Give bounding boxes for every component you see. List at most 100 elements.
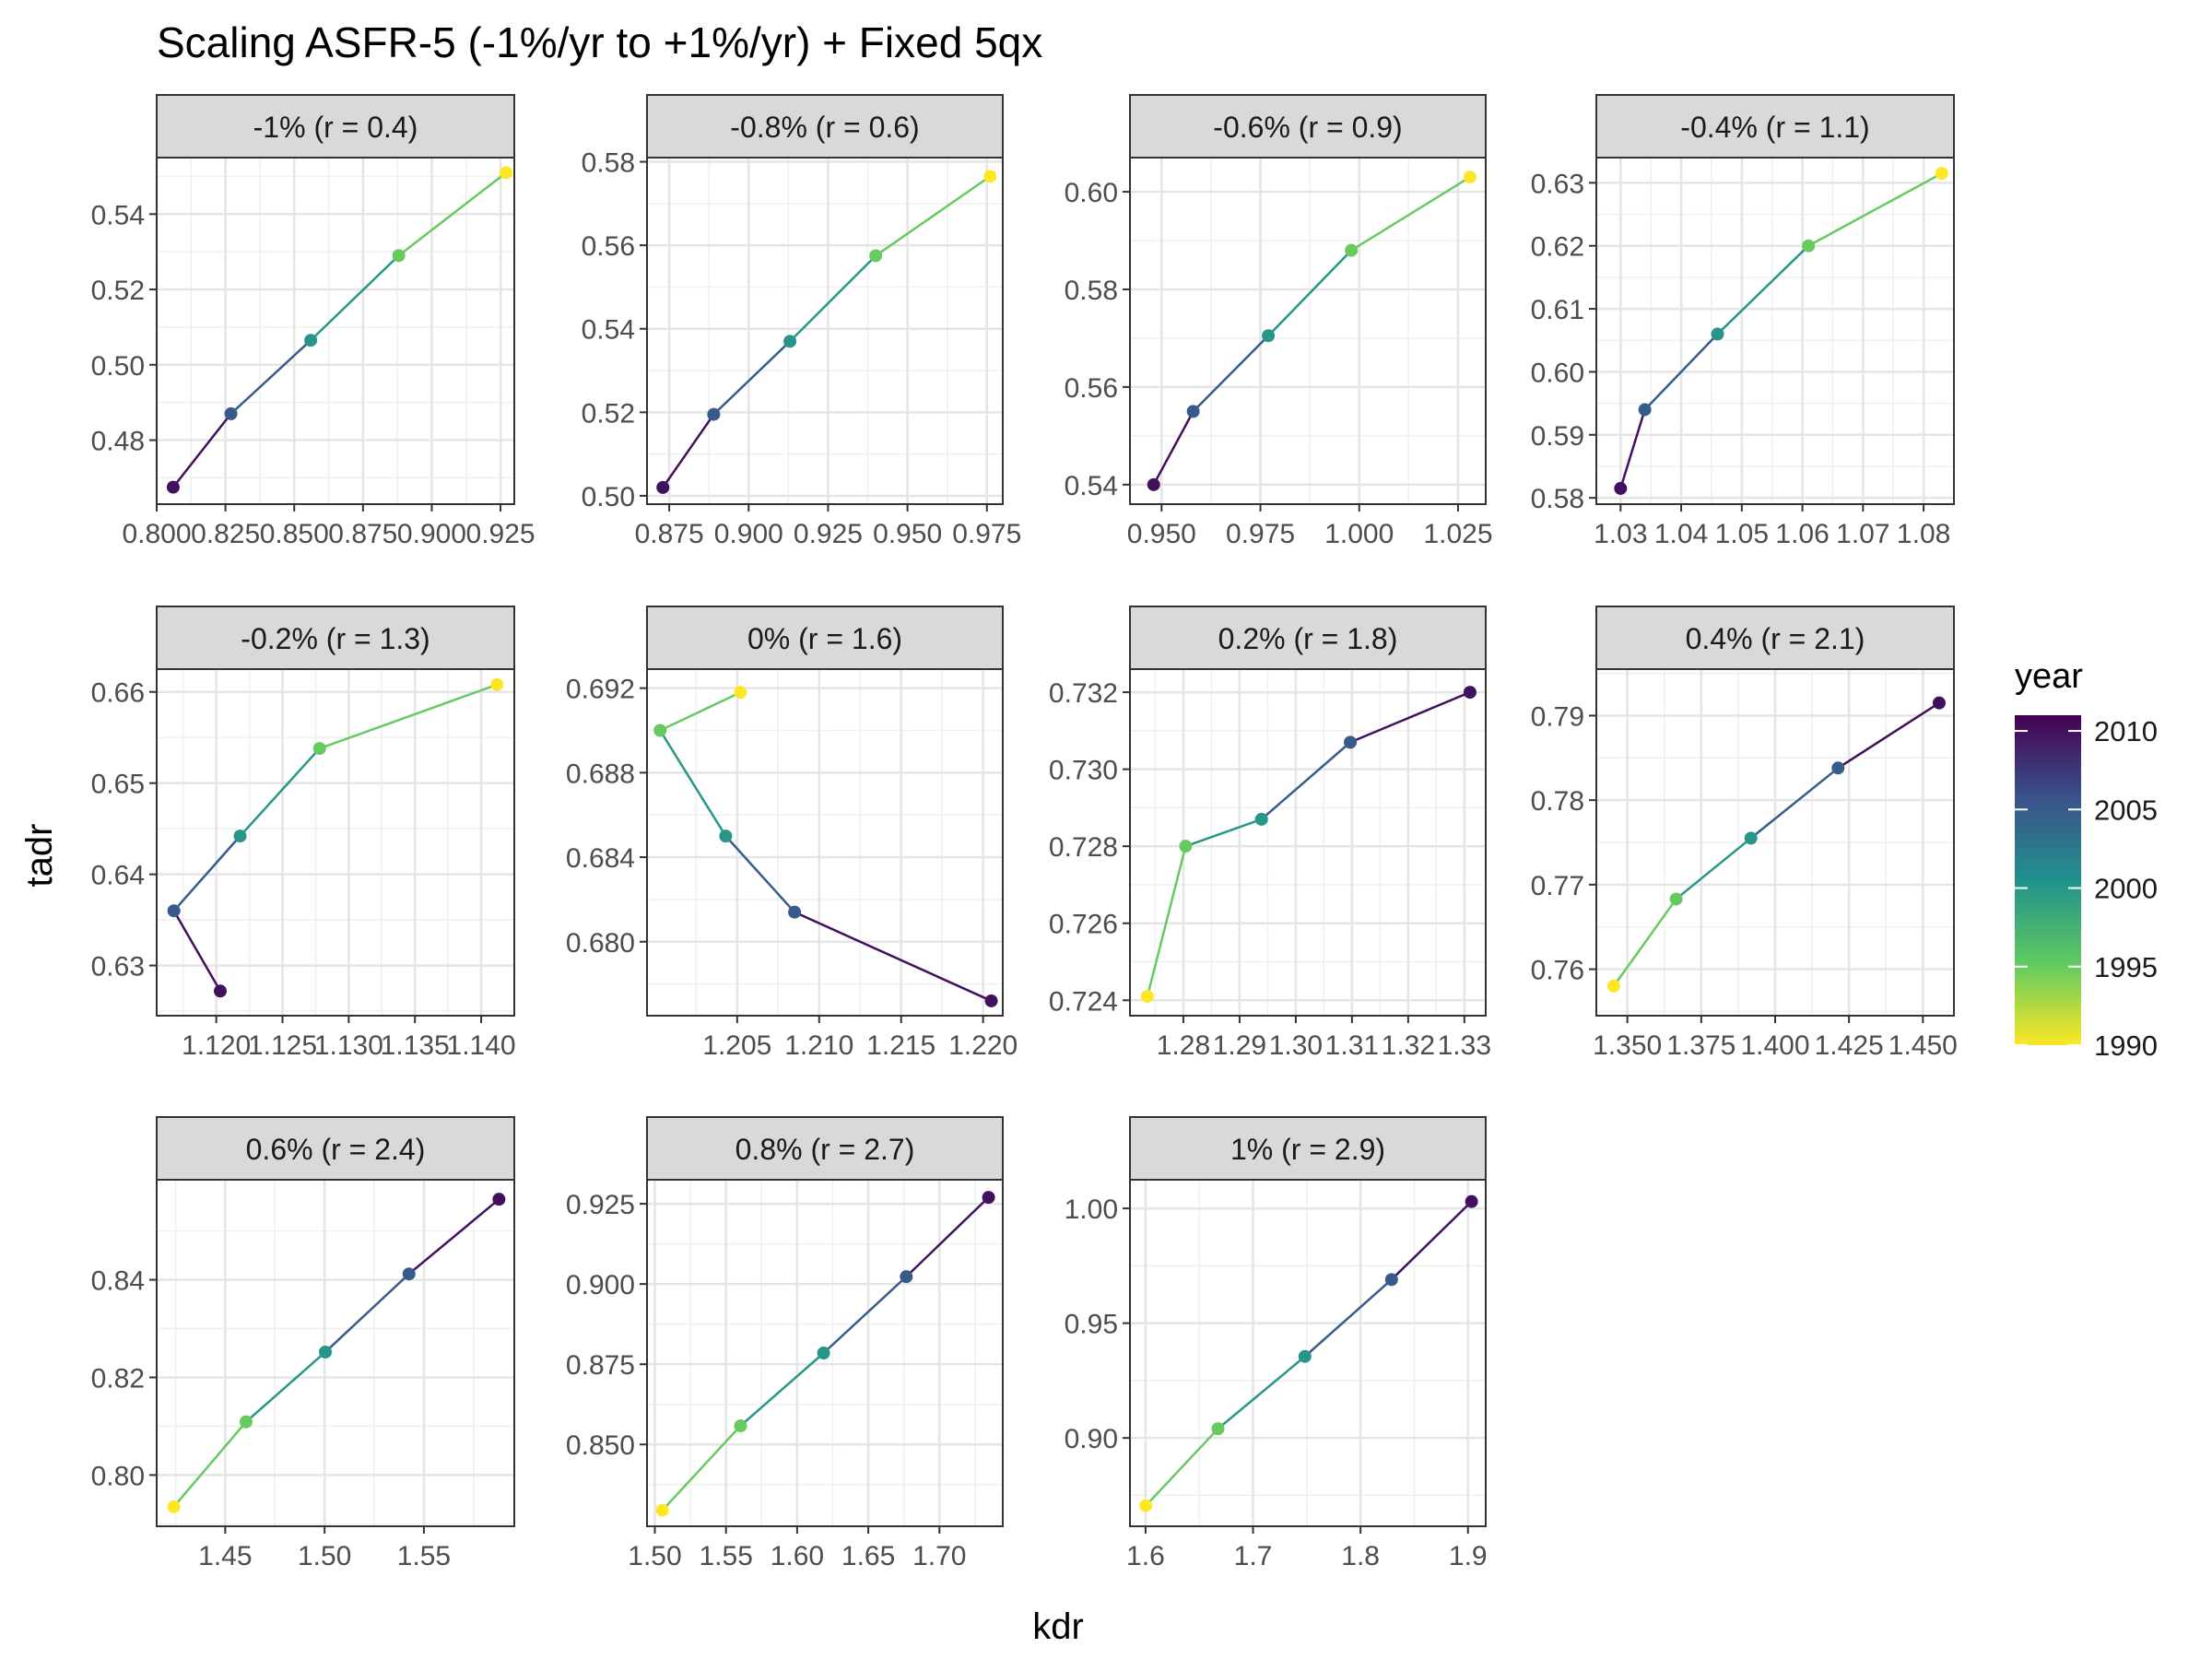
y-tick-label: 0.732: [1049, 678, 1118, 709]
data-point: [304, 334, 318, 347]
x-tick-label: 1.29: [1213, 1030, 1266, 1061]
series-line-segment: [1350, 176, 1471, 252]
y-tick-label: 0.726: [1049, 910, 1118, 940]
series-line-segment: [397, 171, 507, 257]
x-tick-label: 1.450: [1888, 1030, 1958, 1061]
y-tick-label: 0.54: [91, 200, 145, 230]
y-tick-label: 0.692: [566, 675, 635, 705]
y-tick-label: 0.60: [1531, 358, 1584, 388]
data-point: [783, 335, 797, 348]
data-point: [1463, 686, 1477, 700]
data-point: [167, 1500, 181, 1513]
facet-strip-label: 0% (r = 1.6): [747, 622, 902, 655]
data-point: [167, 904, 181, 918]
x-tick-label: 1.30: [1269, 1030, 1323, 1061]
series-line-segment: [739, 1352, 825, 1427]
data-point: [1298, 1349, 1312, 1363]
y-tick-label: 0.730: [1049, 756, 1118, 786]
series-line-segment: [407, 1198, 500, 1276]
data-point: [984, 994, 998, 1007]
y-tick-label: 0.900: [566, 1270, 635, 1300]
x-tick-label: 1.400: [1740, 1030, 1809, 1061]
data-point: [1345, 243, 1359, 257]
panel-border: [1595, 157, 1955, 505]
series-line-segment: [1217, 1355, 1306, 1430]
data-point: [1932, 696, 1946, 710]
data-point: [1802, 239, 1816, 253]
series-line-segment: [1145, 1428, 1219, 1507]
series-line-segment: [1675, 837, 1752, 900]
panel-background: [647, 669, 1003, 1016]
y-tick-label: 0.680: [566, 928, 635, 959]
y-tick-label: 0.60: [1065, 178, 1118, 208]
series-line-segment: [319, 683, 498, 750]
legend-tick-label: 1990: [2094, 1030, 2158, 1062]
panel-border: [1129, 1179, 1487, 1527]
series-line-segment: [1146, 845, 1187, 997]
series-line-segment: [1192, 335, 1269, 413]
x-tick-label: 1.55: [397, 1541, 451, 1571]
x-tick-label: 1.8: [1341, 1541, 1380, 1571]
y-tick-label: 0.54: [1065, 471, 1118, 501]
y-tick-label: 0.79: [1531, 701, 1584, 732]
x-tick-label: 1.9: [1449, 1541, 1488, 1571]
x-tick-label: 0.875: [328, 519, 397, 549]
x-tick-label: 1.130: [314, 1030, 383, 1061]
legend-tick-label: 2010: [2094, 715, 2158, 747]
series-line-segment: [239, 747, 321, 837]
panel-border: [156, 668, 515, 1017]
data-point: [1211, 1422, 1225, 1436]
facet-strip-label: -0.4% (r = 1.1): [1680, 111, 1869, 144]
facet-strip: [1129, 606, 1487, 670]
data-point: [1831, 761, 1845, 775]
series-line-segment: [245, 1351, 326, 1423]
x-tick-label: 0.825: [191, 519, 260, 549]
data-point: [224, 406, 238, 420]
x-tick-label: 0.875: [635, 519, 704, 549]
y-tick-label: 0.90: [1065, 1424, 1118, 1454]
y-axis-title: tadr: [19, 824, 60, 888]
series-line-segment: [1260, 741, 1351, 820]
data-point: [1711, 327, 1724, 341]
series-line-segment: [1304, 1278, 1393, 1358]
facet-panel: 0.2% (r = 1.8) 1.28 1.29 1.30 1.31 1.32 1.33 0.…: [1049, 606, 1491, 1061]
y-tick-label: 0.52: [91, 276, 145, 306]
series-line-segment: [310, 254, 400, 342]
legend-title: year: [2015, 657, 2083, 696]
facet-strip-label: -1% (r = 0.4): [253, 111, 418, 144]
data-point: [1344, 735, 1358, 749]
x-tick-label: 1.70: [912, 1541, 966, 1571]
y-tick-label: 0.724: [1049, 986, 1118, 1017]
panel-border: [1595, 668, 1955, 1017]
x-tick-label: 1.03: [1594, 519, 1647, 549]
series-line-segment: [662, 413, 715, 488]
x-tick-label: 1.140: [447, 1030, 516, 1061]
y-tick-label: 0.688: [566, 759, 635, 789]
panel-border: [646, 668, 1004, 1017]
series-line-segment: [1643, 333, 1719, 411]
data-point: [1606, 979, 1620, 993]
y-tick-label: 0.77: [1531, 871, 1584, 901]
series-line-segment: [1619, 409, 1646, 489]
series-line-segment: [172, 910, 222, 992]
series-line-segment: [229, 339, 312, 415]
x-tick-label: 1.50: [628, 1541, 681, 1571]
data-point: [707, 407, 721, 421]
x-tick-label: 1.06: [1775, 519, 1829, 549]
panel-background: [1130, 158, 1486, 504]
x-tick-label: 0.950: [873, 519, 942, 549]
facet-panel: 0.8% (r = 2.7) 1.50 1.55 1.60 1.65 1.70 0.850 0…: [566, 1116, 1004, 1571]
data-point: [492, 1193, 506, 1206]
data-point: [1139, 1499, 1153, 1512]
facet-strip-label: 0.6% (r = 2.4): [246, 1133, 426, 1166]
data-point: [1669, 892, 1683, 906]
panel-background: [647, 158, 1003, 504]
x-tick-label: 1.55: [699, 1541, 752, 1571]
y-tick-label: 0.50: [582, 482, 635, 512]
y-tick-label: 0.82: [91, 1363, 145, 1394]
facet-strip: [1129, 1116, 1487, 1181]
series-line-segment: [724, 835, 796, 913]
y-tick-label: 0.54: [582, 315, 635, 346]
data-point: [233, 830, 247, 843]
facet-strip-label: 1% (r = 2.9): [1230, 1133, 1385, 1166]
